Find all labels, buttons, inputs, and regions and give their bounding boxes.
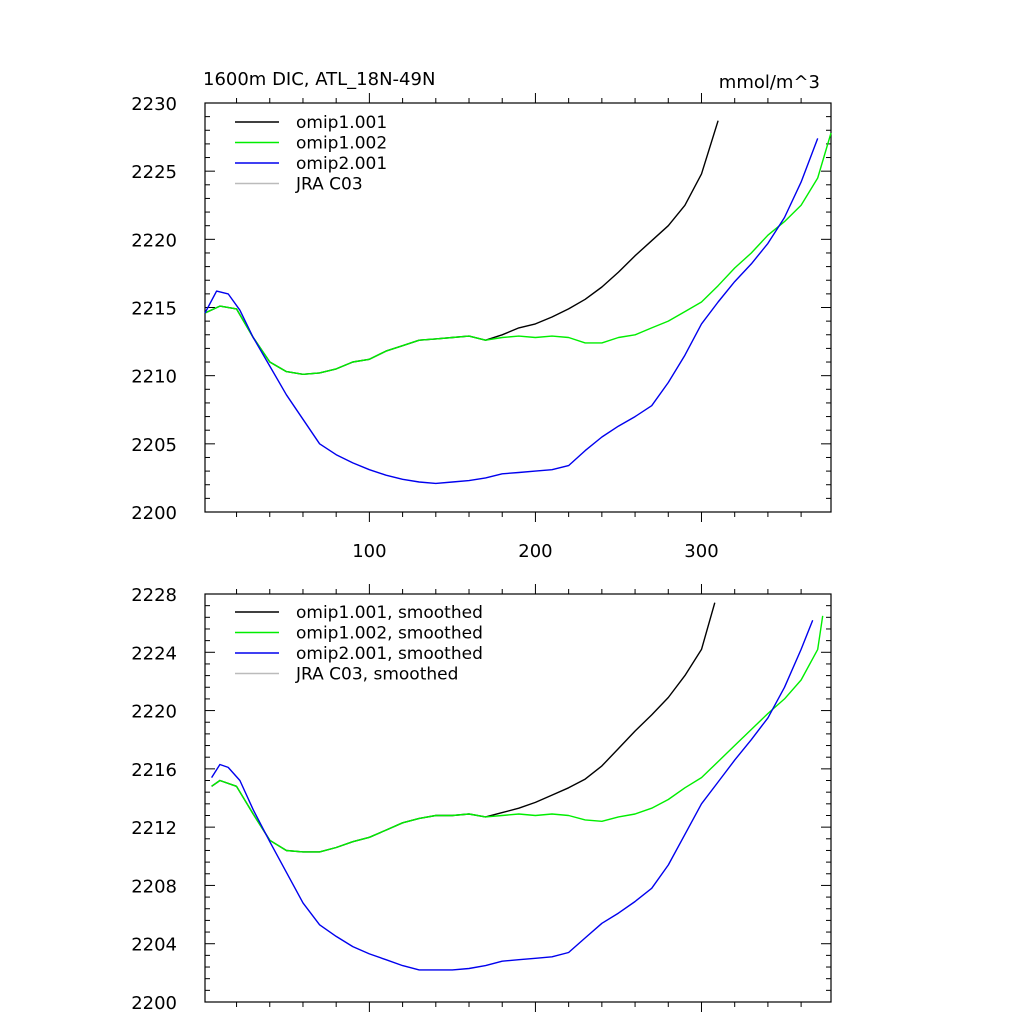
y-tick-label: 2228	[131, 585, 177, 606]
series-line-omip2-001-smoothed	[211, 619, 814, 971]
legend-label: omip1.002, smoothed	[296, 624, 483, 644]
y-tick-label: 2204	[131, 935, 177, 956]
y-tick-label: 2230	[131, 94, 177, 115]
legend-label: omip1.002	[296, 134, 387, 154]
legend-label: omip1.001, smoothed	[296, 603, 483, 623]
x-tick-label: 200	[518, 541, 552, 562]
y-tick-label: 2220	[131, 702, 177, 723]
y-tick-label: 2200	[131, 503, 177, 524]
units-label: mmol/m^3	[719, 72, 820, 93]
y-tick-label: 2212	[131, 818, 177, 839]
y-tick-label: 2225	[131, 162, 177, 183]
legend-label: JRA C03, smoothed	[295, 665, 458, 685]
chart-title: 1600m DIC, ATL_18N-49N	[203, 69, 435, 90]
top-panel: 2200 2205 2210 2215 2220 2225 2230 100 200 300 omi…	[131, 93, 832, 562]
y-tick-label: 2205	[131, 435, 177, 456]
y-tick-label: 2220	[131, 230, 177, 251]
y-tick-label: 2200	[131, 993, 177, 1014]
legend-label: omip2.001	[296, 154, 387, 174]
legend-label: omip2.001, smoothed	[296, 644, 483, 664]
y-tick-label: 2224	[131, 643, 177, 664]
x-tick-label: 300	[684, 541, 718, 562]
bottom-panel: 2200 2204 2208 2212 2216 2220 2224 2228 omip1.00…	[131, 584, 832, 1014]
series-line-omip1-002-smoothed	[211, 615, 824, 853]
y-tick-label: 2210	[131, 367, 177, 388]
legend-label: JRA C03	[295, 175, 363, 195]
y-tick-label: 2216	[131, 760, 177, 781]
series-line-omip1-002	[204, 132, 832, 375]
y-tick-label: 2208	[131, 876, 177, 897]
x-tick-label: 100	[352, 541, 386, 562]
legend-label: omip1.001	[296, 113, 387, 133]
y-tick-label: 2215	[131, 299, 177, 320]
plot-frame	[204, 593, 832, 1003]
series-line-omip2-001	[204, 138, 819, 485]
